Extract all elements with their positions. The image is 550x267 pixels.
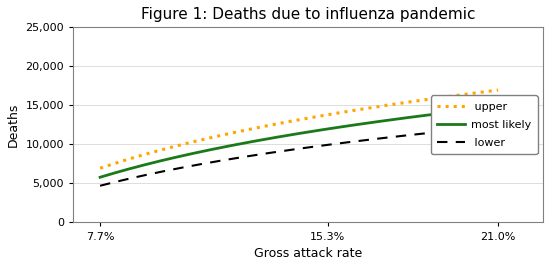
most likely (113, 171, 119, 174)
 lower (495, 124, 502, 128)
 lower (203, 162, 210, 165)
 lower (475, 126, 481, 129)
 upper (113, 161, 119, 164)
Line: most likely: most likely (100, 107, 498, 177)
X-axis label: Gross attack rate: Gross attack rate (254, 247, 362, 260)
 upper (495, 88, 502, 92)
most likely (461, 109, 468, 112)
 upper (171, 145, 178, 148)
 lower (97, 184, 103, 187)
most likely (171, 156, 178, 159)
Line:  upper: upper (100, 90, 498, 168)
most likely (495, 105, 502, 108)
 lower (461, 128, 468, 131)
 upper (97, 167, 103, 170)
Line:  lower: lower (100, 126, 498, 186)
Y-axis label: Deaths: Deaths (7, 103, 20, 147)
 lower (113, 180, 119, 183)
 lower (171, 168, 178, 171)
 upper (475, 91, 481, 94)
 upper (461, 93, 468, 96)
most likely (203, 149, 210, 152)
most likely (121, 169, 128, 172)
 upper (121, 159, 128, 162)
 lower (121, 178, 128, 182)
most likely (97, 176, 103, 179)
Legend:  upper, most likely,  lower: upper, most likely, lower (431, 95, 537, 154)
most likely (475, 107, 481, 111)
 upper (203, 137, 210, 140)
Title: Figure 1: Deaths due to influenza pandemic: Figure 1: Deaths due to influenza pandem… (141, 7, 475, 22)
